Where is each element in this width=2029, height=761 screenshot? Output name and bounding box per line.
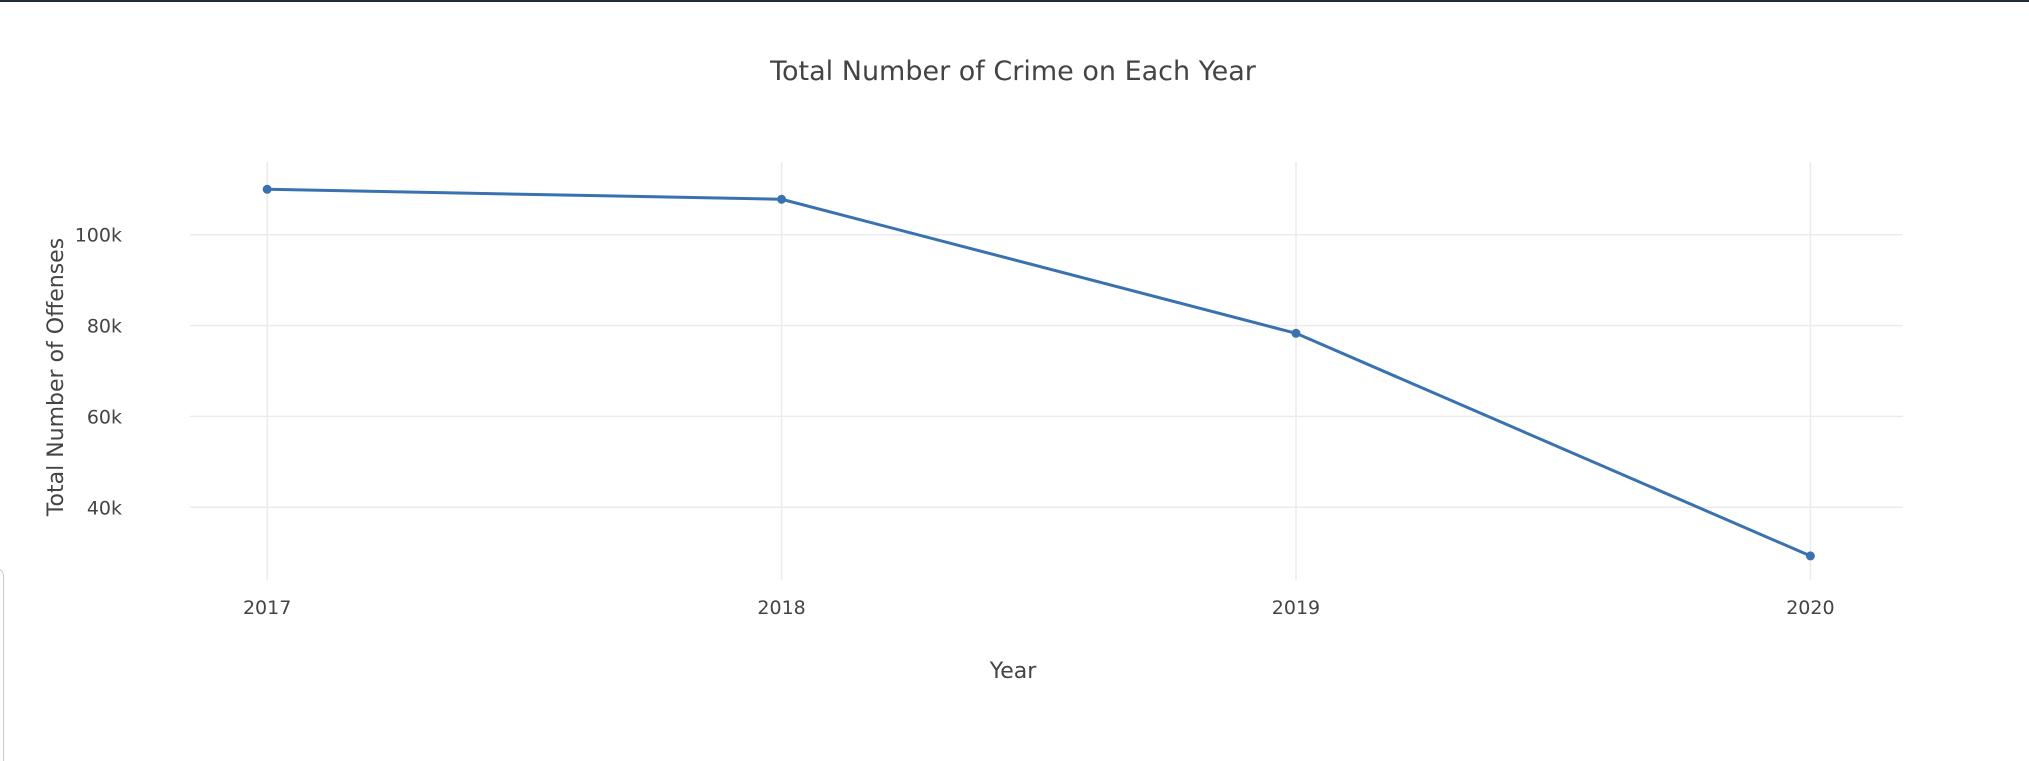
series-line: [265, 187, 1812, 558]
y-tick-label: 60k: [87, 406, 122, 428]
series-layer: [262, 184, 1815, 561]
x-tick-label: 2020: [1786, 597, 1834, 619]
data-point-marker[interactable]: [777, 194, 787, 204]
data-point-marker[interactable]: [262, 184, 272, 194]
data-point-marker[interactable]: [1291, 328, 1301, 338]
x-gridlines: [266, 162, 1812, 580]
x-tick-labels: 2017 2018 2019 2020: [243, 597, 1835, 619]
data-point-marker[interactable]: [1805, 551, 1815, 561]
y-tick-label: 40k: [87, 497, 122, 519]
x-tick-label: 2017: [243, 597, 291, 619]
y-tick-label: 80k: [87, 316, 122, 338]
top-border: [0, 0, 2029, 2]
x-tick-label: 2018: [757, 597, 805, 619]
y-tick-labels: 40k 60k 80k 100k: [75, 225, 122, 520]
chart-title: Total Number of Crime on Each Year: [769, 56, 1257, 87]
y-axis-title: Total Number of Offenses: [44, 238, 69, 517]
y-tick-label: 100k: [75, 225, 122, 247]
x-axis-title: Year: [989, 659, 1038, 684]
x-tick-label: 2019: [1272, 597, 1320, 619]
y-gridlines: [190, 233, 1903, 509]
